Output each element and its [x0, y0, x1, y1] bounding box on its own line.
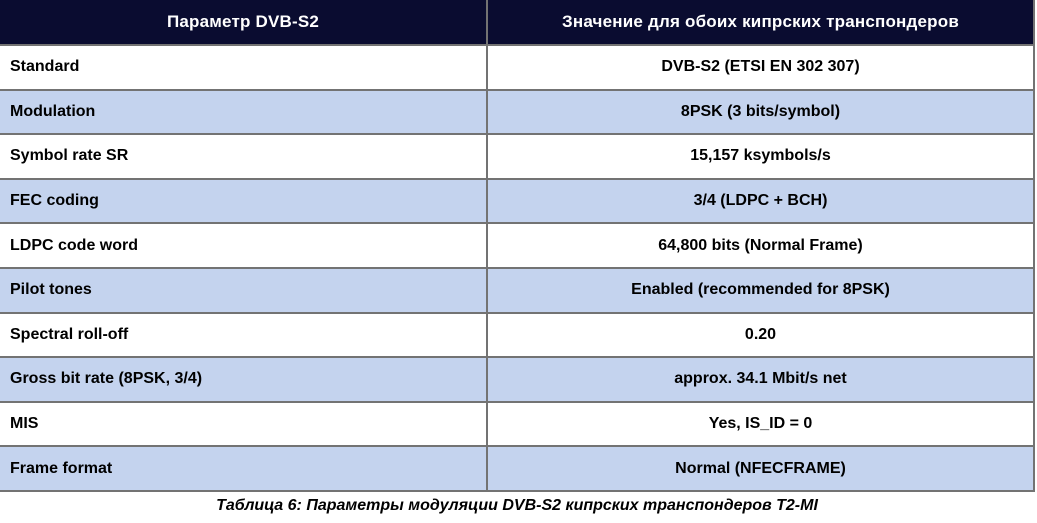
param-cell: Frame format	[0, 445, 488, 492]
param-cell: Spectral roll-off	[0, 311, 488, 359]
value-cell: approx. 34.1 Mbit/s net	[486, 356, 1035, 403]
value-cell: 8PSK (3 bits/symbol)	[486, 88, 1035, 136]
value-cell: 64,800 bits (Normal Frame)	[486, 222, 1035, 269]
table-row-frame-format: Frame format Normal (NFECFRAME)	[0, 445, 1035, 492]
param-cell: Gross bit rate (8PSK, 3/4)	[0, 356, 488, 403]
value-cell: Enabled (recommended for 8PSK)	[486, 266, 1035, 314]
value-cell: Yes, IS_ID = 0	[486, 400, 1035, 448]
dvb-s2-parameters-table: Параметр DVB-S2 Значение для обоих кипрс…	[0, 0, 1035, 492]
table-row-mis: MIS Yes, IS_ID = 0	[0, 400, 1035, 448]
table-row-symbol-rate: Symbol rate SR 15,157 ksymbols/s	[0, 133, 1035, 180]
value-cell: 0.20	[486, 311, 1035, 359]
table-row-standard: Standard DVB-S2 (ETSI EN 302 307)	[0, 44, 1035, 91]
param-cell: MIS	[0, 400, 488, 448]
value-cell: 15,157 ksymbols/s	[486, 133, 1035, 180]
header-cell-parameter: Параметр DVB-S2	[0, 0, 488, 46]
param-cell: Pilot tones	[0, 266, 488, 314]
table-row-ldpc-code-word: LDPC code word 64,800 bits (Normal Frame…	[0, 222, 1035, 269]
table-row-fec-coding: FEC coding 3/4 (LDPC + BCH)	[0, 177, 1035, 225]
table-row-gross-bit-rate: Gross bit rate (8PSK, 3/4) approx. 34.1 …	[0, 356, 1035, 403]
table-caption: Таблица 6: Параметры модуляции DVB-S2 ки…	[216, 496, 818, 514]
value-cell: DVB-S2 (ETSI EN 302 307)	[486, 44, 1035, 91]
param-cell: Modulation	[0, 88, 488, 136]
header-cell-value: Значение для обоих кипрских транспондеро…	[486, 0, 1035, 46]
table-header-row: Параметр DVB-S2 Значение для обоих кипрс…	[0, 0, 1035, 46]
param-cell: FEC coding	[0, 177, 488, 225]
param-cell: Standard	[0, 44, 488, 91]
value-cell: Normal (NFECFRAME)	[486, 445, 1035, 492]
table-row-spectral-roll-off: Spectral roll-off 0.20	[0, 311, 1035, 359]
table-row-modulation: Modulation 8PSK (3 bits/symbol)	[0, 88, 1035, 136]
table-row-pilot-tones: Pilot tones Enabled (recommended for 8PS…	[0, 266, 1035, 314]
param-cell: LDPC code word	[0, 222, 488, 269]
param-cell: Symbol rate SR	[0, 133, 488, 180]
value-cell: 3/4 (LDPC + BCH)	[486, 177, 1035, 225]
